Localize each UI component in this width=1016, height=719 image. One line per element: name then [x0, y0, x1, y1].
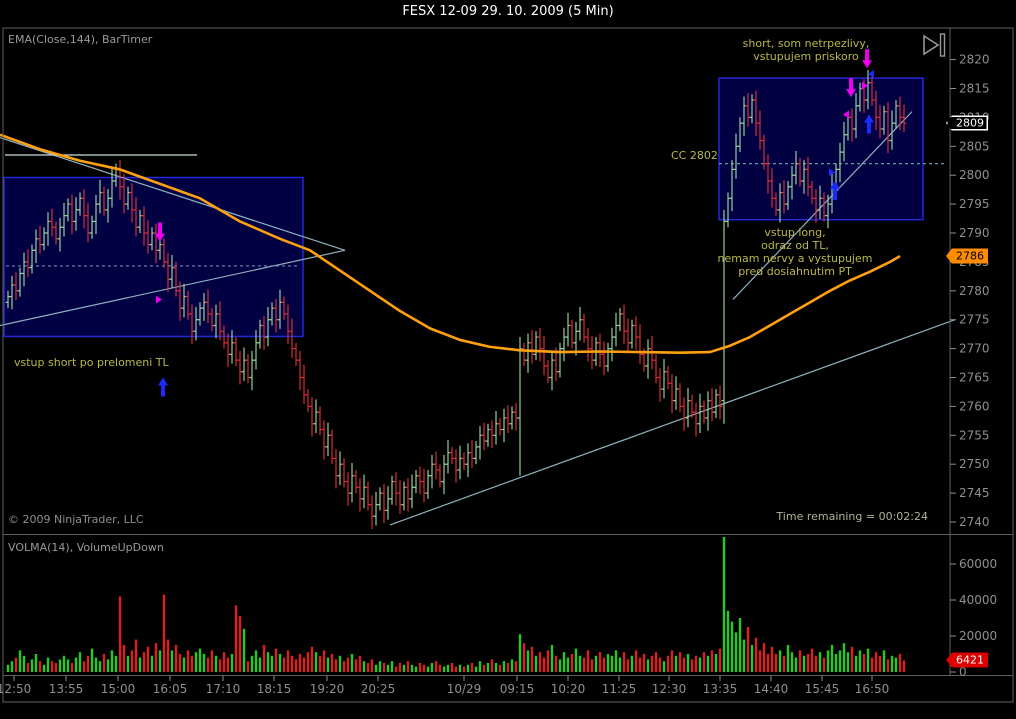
svg-text:2790: 2790 — [959, 226, 990, 240]
annotation-cc-level: CC 2802 — [671, 149, 718, 162]
highlight-boxes — [3, 77, 924, 338]
arrow-down-marker — [846, 78, 856, 98]
svg-text:15:45: 15:45 — [805, 682, 840, 696]
chart-title: FESX 12-09 29. 10. 2009 (5 Min) — [402, 4, 614, 19]
arrow-up-marker — [864, 114, 874, 134]
svg-text:16:50: 16:50 — [855, 682, 890, 696]
svg-text:2750: 2750 — [959, 457, 990, 471]
price-bars — [5, 70, 907, 529]
go-to-last-bar-icon[interactable] — [922, 32, 948, 60]
trade-markers — [155, 49, 874, 397]
svg-text:09:15: 09:15 — [500, 682, 535, 696]
trend-line — [732, 111, 913, 300]
flag-right-marker — [156, 295, 162, 304]
svg-text:20:25: 20:25 — [361, 682, 396, 696]
annotation-short-entry: short, som netrpezlivy, vstupujem prisko… — [742, 37, 870, 63]
svg-text:2760: 2760 — [959, 399, 990, 413]
last-price-tag: 2809 — [946, 115, 988, 131]
panel-frame — [2, 27, 1014, 703]
svg-text:15:00: 15:00 — [101, 682, 136, 696]
flag-left-marker — [843, 110, 849, 119]
svg-text:60000: 60000 — [959, 557, 997, 571]
svg-text:10/29: 10/29 — [447, 682, 482, 696]
highlight-box — [3, 176, 304, 338]
volume-panel-indicator-label: VOLMA(14), VolumeUpDown — [8, 541, 164, 554]
svg-text:13:35: 13:35 — [703, 682, 738, 696]
trend-line — [389, 319, 956, 526]
svg-text:2795: 2795 — [959, 197, 990, 211]
arrow-down-marker — [155, 222, 165, 242]
svg-text:12:50: 12:50 — [0, 682, 31, 696]
svg-text:20000: 20000 — [959, 629, 997, 643]
ema-value-tag: 2786 — [946, 248, 988, 264]
svg-text:2745: 2745 — [959, 486, 990, 500]
arrow-up-marker — [158, 377, 168, 397]
svg-text:2775: 2775 — [959, 313, 990, 327]
volume-bars — [6, 537, 906, 672]
price-panel-indicator-label: EMA(Close,144), BarTimer — [8, 33, 153, 46]
trend-line — [0, 137, 346, 251]
svg-text:2805: 2805 — [959, 139, 990, 153]
svg-text:19:20: 19:20 — [310, 682, 345, 696]
flag-left-marker — [868, 70, 874, 79]
svg-text:13:55: 13:55 — [49, 682, 84, 696]
volume-value-tag: 6421 — [946, 652, 988, 668]
annotation-short-after-tl-break: vstup short po prelomeni TL — [14, 356, 169, 369]
svg-text:16:05: 16:05 — [153, 682, 188, 696]
svg-text:12:30: 12:30 — [652, 682, 687, 696]
axes: 2820281528102805280027952790278527802775… — [0, 53, 997, 696]
svg-text:2800: 2800 — [959, 168, 990, 182]
arrow-up-marker — [830, 180, 840, 200]
annotation-long-entry: vstup long, odraz od TL, nemam nervy a v… — [717, 226, 873, 278]
svg-text:17:10: 17:10 — [206, 682, 241, 696]
ema-line — [0, 133, 901, 354]
svg-text:0: 0 — [959, 665, 967, 679]
svg-text:2780: 2780 — [959, 284, 990, 298]
svg-text:2820: 2820 — [959, 53, 990, 67]
time-remaining-label: Time remaining = 00:02:24 — [776, 510, 928, 523]
svg-text:2770: 2770 — [959, 342, 990, 356]
arrow-down-marker — [862, 49, 872, 69]
svg-text:11:25: 11:25 — [602, 682, 637, 696]
svg-text:18:15: 18:15 — [257, 682, 292, 696]
svg-text:40000: 40000 — [959, 593, 997, 607]
flag-right-marker — [862, 81, 868, 90]
copyright-text: © 2009 NinjaTrader, LLC — [8, 513, 144, 526]
svg-text:2740: 2740 — [959, 515, 990, 529]
svg-text:2815: 2815 — [959, 82, 990, 96]
svg-text:2755: 2755 — [959, 428, 990, 442]
flag-right-marker — [829, 168, 835, 177]
highlight-box — [718, 77, 924, 221]
svg-text:14:40: 14:40 — [754, 682, 789, 696]
svg-text:10:20: 10:20 — [551, 682, 586, 696]
svg-text:2765: 2765 — [959, 371, 990, 385]
